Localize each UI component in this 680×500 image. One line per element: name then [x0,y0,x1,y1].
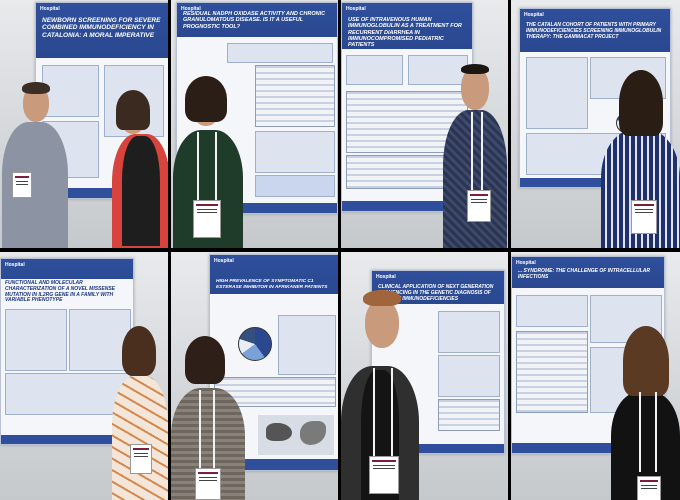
photo-panel-5: Hospital Functional and molecular charact… [0,252,168,500]
poster-header: Hospital [40,6,60,12]
poster: Hospital Functional and molecular charact… [0,258,134,445]
person [171,336,247,500]
person [0,82,70,248]
person [441,64,508,248]
poster-title: Use of intravenous human immunoglobulin … [348,17,462,49]
photo-panel-3: Hospital Use of intravenous human immunog… [341,0,508,248]
poster-title: ... syndrome: the challenge of intracell… [518,268,650,280]
person [112,324,168,500]
person [601,70,680,248]
poster-title: Clinical application of next generation … [378,284,494,302]
poster: Hospital Residual NADPH oxidase activity … [176,2,338,214]
photo-panel-6: Hospital High prevalence of symptomatic C… [171,252,338,500]
person [341,290,421,500]
poster-header: Hospital [516,260,536,266]
poster-header: Hospital [346,6,366,12]
poster-title: Functional and molecular characterizatio… [1,279,133,306]
poster-title: The Catalan cohort of patients with prim… [526,22,662,40]
person [171,72,246,248]
poster-title: Newborn screening for Severe Combined Im… [42,17,161,39]
poster-header: Hospital [524,12,544,18]
poster-header: Hospital [376,274,396,280]
poster-header: Hospital [214,258,234,264]
poster-title: Residual NADPH oxidase activity and chro… [183,11,326,30]
photo-panel-7: Hospital Clinical application of next gen… [341,252,508,500]
person [108,90,168,248]
person [611,326,680,500]
poster-header: Hospital [5,262,25,268]
poster-header: Hospital [181,6,201,12]
photo-panel-8: Hospital ... syndrome: the challenge of i… [511,252,680,500]
photo-panel-2: Hospital Residual NADPH oxidase activity … [171,0,338,248]
poster-title: High prevalence of symptomatic C1 estera… [216,279,328,290]
photo-panel-4: Hospital The Catalan cohort of patients w… [511,0,680,248]
photo-panel-1: Hospital Newborn screening for Severe Com… [0,0,168,248]
